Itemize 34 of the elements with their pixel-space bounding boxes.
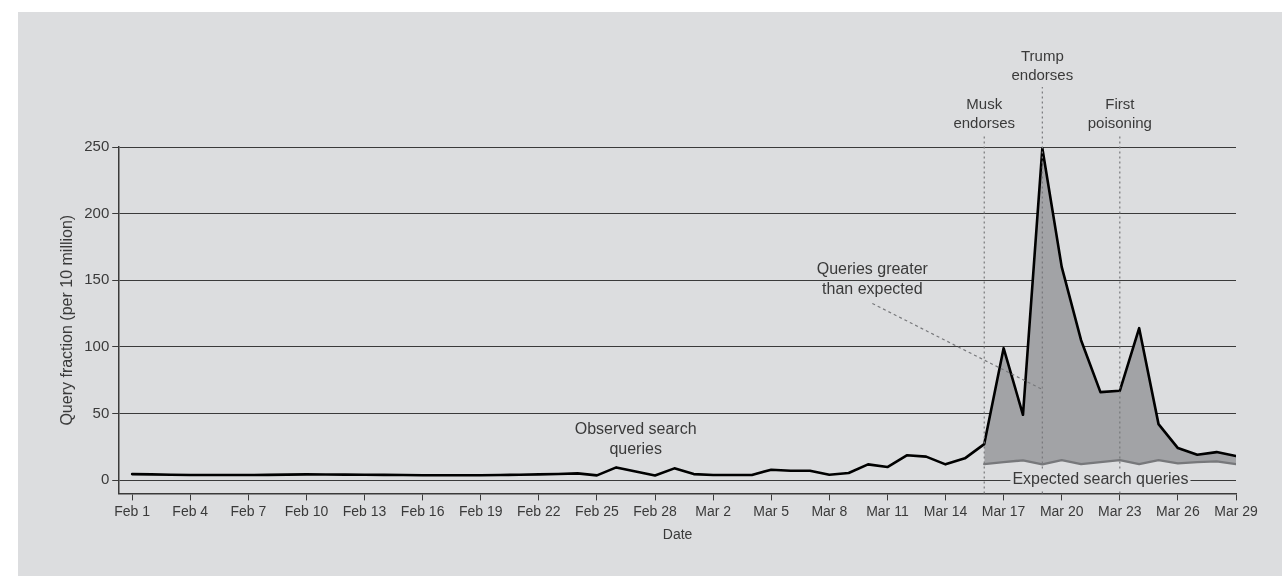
x-tick-label: Mar 20 (1039, 502, 1084, 519)
x-tick-label: Feb 1 (114, 502, 151, 519)
y-tick-label: 100 (84, 336, 110, 354)
y-tick-label: 150 (84, 270, 110, 288)
series-label: Observed search queries (574, 419, 697, 457)
x-tick-label: Mar 11 (866, 502, 909, 519)
y-tick-label: 250 (84, 137, 110, 155)
x-tick-label: Mar 26 (1156, 502, 1200, 519)
x-tick-label: Mar 23 (1098, 502, 1142, 519)
x-tick-label: Mar 8 (811, 502, 848, 519)
y-tick-label: 200 (84, 203, 110, 221)
x-tick-label: Feb 28 (633, 502, 678, 519)
x-tick-label: Feb 19 (458, 502, 503, 519)
ref-line-label: Musk endorses (953, 94, 1016, 131)
ref-line-label: Trump endorses (1011, 46, 1074, 83)
x-tick-label: Mar 2 (695, 502, 732, 519)
x-tick-label: Feb 4 (172, 502, 209, 519)
x-tick-label: Mar 5 (753, 502, 790, 519)
annotation: Queries greater than expected (816, 259, 929, 297)
x-tick-label: Mar 17 (981, 502, 1026, 519)
x-axis-title: Date (662, 526, 693, 543)
x-tick-label: Feb 25 (575, 502, 619, 519)
y-axis-title: Query fraction (per 10 million) (58, 214, 76, 426)
x-tick-label: Mar 29 (1214, 502, 1258, 519)
x-tick-label: Feb 13 (342, 502, 387, 519)
y-tick-label: 50 (92, 403, 110, 421)
x-tick-label: Feb 16 (400, 502, 445, 519)
x-tick-label: Feb 22 (517, 502, 561, 519)
x-tick-label: Feb 10 (284, 502, 329, 519)
x-tick-label: Feb 7 (230, 502, 267, 519)
x-tick-label: Mar 14 (923, 502, 968, 519)
ref-line-label: First poisoning (1087, 94, 1152, 131)
series-label: Expected search queries (1012, 470, 1189, 488)
y-tick-label: 0 (100, 470, 110, 488)
